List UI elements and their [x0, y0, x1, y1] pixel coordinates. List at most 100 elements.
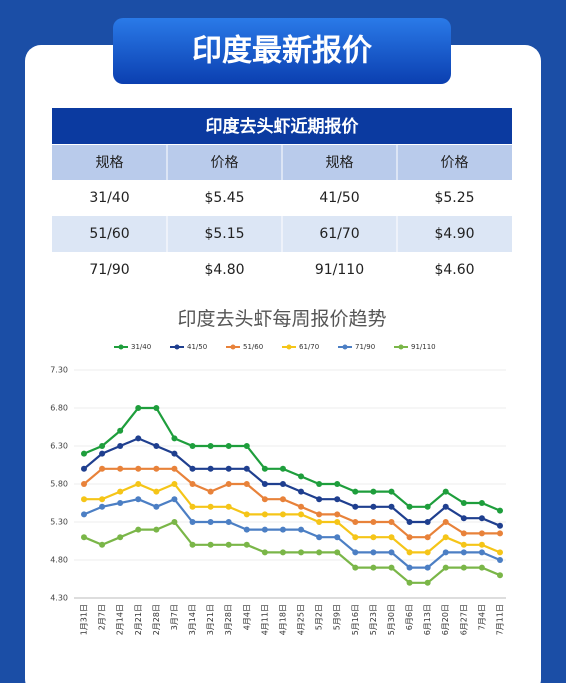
- data-point: [207, 503, 214, 510]
- data-point: [81, 450, 87, 457]
- data-point: [171, 450, 178, 457]
- data-point: [478, 549, 485, 556]
- data-point: [424, 579, 431, 586]
- data-point: [135, 496, 142, 503]
- table-title-bar: [52, 108, 512, 144]
- data-point: [388, 534, 395, 541]
- y-tick-label: 6.30: [50, 442, 68, 451]
- x-tick-label: 3月14日: [188, 604, 197, 635]
- x-tick-label: 2月14日: [116, 604, 125, 635]
- table-cell: $4.90: [434, 226, 474, 242]
- data-point: [153, 488, 160, 495]
- data-point: [497, 530, 503, 537]
- x-tick-label: 2月21日: [134, 604, 143, 635]
- page-title: 印度最新报价: [192, 34, 372, 69]
- data-point: [171, 435, 178, 442]
- y-tick-label: 4.30: [50, 594, 68, 603]
- y-tick-label: 7.30: [50, 366, 68, 375]
- data-point: [117, 465, 124, 472]
- data-point: [135, 405, 142, 411]
- data-point: [442, 519, 449, 525]
- legend-label: 61/70: [299, 343, 319, 351]
- data-point: [153, 443, 160, 449]
- data-point: [370, 503, 377, 510]
- data-point: [497, 572, 503, 579]
- data-point: [352, 534, 359, 541]
- data-point: [135, 481, 142, 487]
- data-point: [189, 443, 196, 449]
- data-point: [316, 481, 323, 487]
- series-line: [83, 437, 501, 527]
- x-tick-label: 5月2日: [315, 604, 324, 630]
- data-point: [279, 549, 286, 556]
- data-point: [424, 564, 431, 571]
- y-tick-label: 6.80: [50, 404, 68, 413]
- y-tick-label: 5.80: [50, 480, 68, 489]
- data-point: [478, 500, 485, 506]
- data-point: [370, 534, 377, 541]
- data-point: [424, 503, 431, 510]
- data-point: [460, 515, 467, 522]
- data-point: [460, 564, 467, 571]
- data-point: [406, 534, 413, 541]
- data-point: [207, 465, 214, 472]
- legend-label: 91/110: [411, 343, 436, 351]
- data-point: [99, 450, 106, 457]
- x-tick-label: 5月30日: [387, 604, 396, 635]
- y-tick-label: 4.80: [50, 556, 68, 565]
- data-point: [460, 500, 467, 506]
- data-point: [370, 549, 377, 556]
- data-point: [424, 534, 431, 541]
- data-point: [406, 519, 413, 525]
- data-point: [207, 541, 214, 548]
- data-point: [207, 443, 214, 449]
- data-point: [478, 530, 485, 537]
- data-point: [279, 526, 286, 533]
- table-cell: $4.80: [204, 262, 244, 278]
- data-point: [442, 488, 449, 495]
- data-point: [117, 427, 124, 434]
- data-point: [243, 443, 250, 449]
- data-point: [117, 500, 124, 506]
- table-cell: 91/110: [315, 262, 364, 278]
- data-point: [189, 503, 196, 510]
- series-line: [83, 497, 501, 569]
- data-point: [478, 564, 485, 571]
- data-point: [135, 465, 142, 472]
- table-cell: $5.15: [204, 226, 244, 242]
- data-point: [261, 511, 268, 518]
- data-point: [334, 549, 341, 556]
- series-line: [83, 467, 500, 539]
- x-tick-label: 5月9日: [333, 604, 342, 630]
- data-point: [388, 503, 395, 510]
- x-tick-label: 4月25日: [297, 604, 306, 635]
- data-point: [243, 511, 250, 518]
- chart-title: 印度去头虾每周报价趋势: [177, 308, 386, 330]
- data-point: [442, 534, 449, 541]
- data-point: [99, 541, 106, 548]
- data-point: [298, 526, 305, 533]
- data-point: [81, 465, 87, 472]
- data-point: [261, 526, 268, 533]
- table-cell: 71/90: [89, 262, 129, 278]
- data-point: [261, 549, 268, 556]
- data-point: [171, 481, 178, 487]
- data-point: [352, 564, 359, 571]
- x-tick-label: 4月4日: [242, 604, 251, 630]
- data-point: [99, 443, 106, 449]
- x-tick-label: 7月4日: [477, 604, 486, 630]
- x-tick-label: 7月11日: [496, 604, 505, 635]
- data-point: [261, 465, 268, 472]
- series-line: [83, 520, 501, 584]
- data-point: [497, 507, 503, 514]
- series-line: [83, 406, 501, 512]
- column-header: 价格: [211, 155, 239, 171]
- data-point: [298, 473, 305, 480]
- data-point: [153, 405, 160, 411]
- data-point: [189, 541, 196, 548]
- data-point: [153, 465, 160, 472]
- data-point: [442, 503, 449, 510]
- data-point: [243, 526, 250, 533]
- legend-marker: [174, 344, 180, 350]
- data-point: [334, 481, 341, 487]
